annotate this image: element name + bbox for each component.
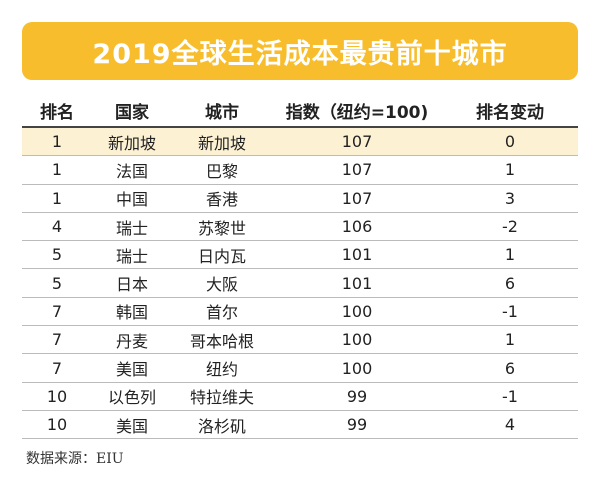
table-cell: 99 bbox=[272, 410, 442, 440]
title-banner: 2019全球生活成本最贵前十城市 bbox=[22, 22, 578, 80]
table-cell: 1 bbox=[22, 184, 92, 213]
table-cell: 1 bbox=[22, 127, 92, 157]
table-cell: 1 bbox=[442, 240, 578, 270]
table-row: 1 中国 香港 107 3 bbox=[22, 184, 578, 213]
column-header: 国家 bbox=[92, 94, 172, 128]
table-cell: 美国 bbox=[92, 353, 172, 383]
table-cell: 7 bbox=[22, 325, 92, 355]
table-cell: 以色列 bbox=[92, 382, 172, 411]
table-cell: 99 bbox=[272, 382, 442, 411]
table-cell: 10 bbox=[22, 410, 92, 440]
table-row: 1 法国 巴黎 107 1 bbox=[22, 155, 578, 185]
table-row: 5 日本 大阪 101 6 bbox=[22, 268, 578, 298]
table-cell: 100 bbox=[272, 325, 442, 355]
table-row: 4 瑞士 苏黎世 106 -2 bbox=[22, 212, 578, 242]
table-cell: 丹麦 bbox=[92, 325, 172, 355]
table-cell: 107 bbox=[272, 184, 442, 213]
table-cell: 107 bbox=[272, 155, 442, 185]
table-head: 排名 国家 城市 指数（纽约=100) 排名变动 bbox=[22, 94, 578, 128]
table-cell: 特拉维夫 bbox=[172, 382, 272, 411]
table-cell: 日本 bbox=[92, 268, 172, 298]
table-cell: 日内瓦 bbox=[172, 240, 272, 270]
table-cell: 7 bbox=[22, 297, 92, 327]
table-cell: 新加坡 bbox=[172, 127, 272, 157]
table-cell: 106 bbox=[272, 212, 442, 242]
table-cell: 100 bbox=[272, 353, 442, 383]
table-cell: 5 bbox=[22, 240, 92, 270]
table-cell: 中国 bbox=[92, 184, 172, 213]
table-cell: 大阪 bbox=[172, 268, 272, 298]
table-body: 1 新加坡 新加坡 107 0 1 法国 巴黎 107 1 1 中国 香港 107 3 4 瑞士 苏黎世 106 -2… bbox=[22, 127, 578, 440]
header-row: 排名 国家 城市 指数（纽约=100) 排名变动 bbox=[22, 94, 578, 128]
table-cell: 纽约 bbox=[172, 353, 272, 383]
column-header: 排名变动 bbox=[442, 94, 578, 128]
column-header: 城市 bbox=[172, 94, 272, 128]
table-row: 1 新加坡 新加坡 107 0 bbox=[22, 127, 578, 157]
table-cell: 1 bbox=[442, 325, 578, 355]
table-cell: 4 bbox=[22, 212, 92, 242]
table-cell: 瑞士 bbox=[92, 240, 172, 270]
table-cell: 100 bbox=[272, 297, 442, 327]
table-cell: 新加坡 bbox=[92, 127, 172, 157]
table-row: 7 韩国 首尔 100 -1 bbox=[22, 297, 578, 327]
table-cell: -1 bbox=[442, 297, 578, 327]
table: 排名 国家 城市 指数（纽约=100) 排名变动 1 新加坡 新加坡 107 0 1 法国 巴黎 107… bbox=[22, 94, 578, 440]
source-note: 数据来源：EIU bbox=[26, 451, 124, 467]
table-cell: 10 bbox=[22, 382, 92, 411]
table-cell: 6 bbox=[442, 353, 578, 383]
column-header: 排名 bbox=[22, 94, 92, 128]
table-cell: 3 bbox=[442, 184, 578, 213]
column-header: 指数（纽约=100) bbox=[272, 94, 442, 128]
table-cell: -1 bbox=[442, 382, 578, 411]
table-cell: 6 bbox=[442, 268, 578, 298]
table-cell: 1 bbox=[22, 155, 92, 185]
table-cell: 哥本哈根 bbox=[172, 325, 272, 355]
table-cell: 香港 bbox=[172, 184, 272, 213]
table-cell: 瑞士 bbox=[92, 212, 172, 242]
table-row: 5 瑞士 日内瓦 101 1 bbox=[22, 240, 578, 270]
table-row: 10 以色列 特拉维夫 99 -1 bbox=[22, 382, 578, 411]
table-cell: 洛杉矶 bbox=[172, 410, 272, 440]
table-cell: 法国 bbox=[92, 155, 172, 185]
table-cell: 韩国 bbox=[92, 297, 172, 327]
table-cell: 首尔 bbox=[172, 297, 272, 327]
table-cell: 0 bbox=[442, 127, 578, 157]
table-row: 7 丹麦 哥本哈根 100 1 bbox=[22, 325, 578, 355]
table-cell: 巴黎 bbox=[172, 155, 272, 185]
table-cell: 101 bbox=[272, 240, 442, 270]
table-cell: 101 bbox=[272, 268, 442, 298]
table-cell: 5 bbox=[22, 268, 92, 298]
table-cell: 苏黎世 bbox=[172, 212, 272, 242]
table-cell: 107 bbox=[272, 127, 442, 157]
table-cell: 4 bbox=[442, 410, 578, 440]
table-cell: 美国 bbox=[92, 410, 172, 440]
table-cell: 7 bbox=[22, 353, 92, 383]
table-cell: 1 bbox=[442, 155, 578, 185]
table-row: 7 美国 纽约 100 6 bbox=[22, 353, 578, 383]
table-row: 10 美国 洛杉矶 99 4 bbox=[22, 410, 578, 440]
table-cell: -2 bbox=[442, 212, 578, 242]
